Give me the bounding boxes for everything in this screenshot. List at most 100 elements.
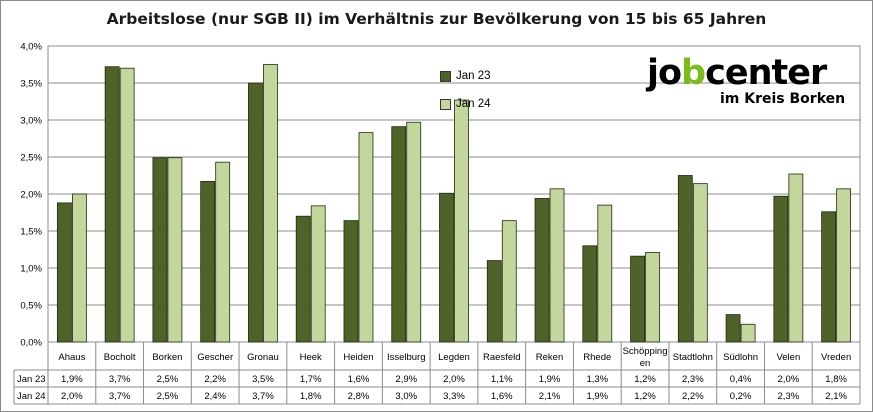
x-tick-label: Legden	[438, 352, 470, 363]
data-label-jan-23: 1,9%	[539, 374, 561, 385]
data-label-jan-24: 1,2%	[634, 391, 656, 402]
x-tick-label: Velen	[776, 352, 800, 363]
legend-item-jan-24: Jan 24	[440, 90, 491, 118]
y-tick-label: 4,0%	[20, 42, 42, 53]
data-label-jan-23: 1,8%	[825, 374, 847, 385]
bar-jan-24	[263, 64, 278, 343]
x-tick-label: Raesfeld	[483, 352, 521, 363]
y-tick-label: 0,5%	[20, 301, 42, 312]
x-tick-label: Stadtlohn	[673, 352, 713, 363]
bar-jan-24	[501, 220, 517, 343]
x-tick-label: Vreden	[821, 352, 851, 363]
data-label-jan-24: 2,5%	[157, 391, 179, 402]
x-tick-label: Südlohn	[723, 352, 758, 363]
data-label-jan-24: 0,2%	[730, 391, 752, 402]
data-label-jan-23: 1,9%	[61, 374, 83, 385]
bar-jan-23	[630, 255, 645, 343]
data-label-jan-23: 2,9%	[395, 374, 417, 385]
bar-jan-23	[391, 126, 407, 343]
data-label-jan-23: 1,7%	[300, 374, 322, 385]
data-label-jan-24: 2,0%	[61, 391, 83, 402]
x-tick-label: Reken	[536, 352, 563, 363]
data-label-jan-24: 2,3%	[778, 391, 800, 402]
data-label-jan-23: 1,6%	[348, 374, 370, 385]
data-label-jan-24: 2,4%	[204, 391, 226, 402]
y-tick-label: 2,5%	[20, 153, 42, 164]
bar-jan-24	[119, 67, 135, 343]
legend: Jan 23 Jan 24	[440, 62, 491, 118]
bar-jan-23	[343, 220, 359, 343]
bar-jan-23	[677, 175, 693, 343]
bar-jan-23	[821, 211, 837, 343]
data-label-jan-23: 2,0%	[778, 374, 800, 385]
table-row-label: Jan 24	[17, 391, 46, 402]
data-label-jan-23: 3,5%	[252, 374, 274, 385]
data-label-jan-23: 2,5%	[157, 374, 179, 385]
data-label-jan-23: 0,4%	[730, 374, 752, 385]
data-label-jan-23: 1,1%	[491, 374, 513, 385]
x-tick-label-line1: Schöpping	[623, 346, 668, 357]
data-label-jan-24: 3,0%	[395, 391, 417, 402]
bar-jan-24	[740, 323, 756, 343]
logo-subline: im Kreis Borken	[720, 91, 846, 107]
data-label-jan-24: 1,8%	[300, 391, 322, 402]
data-label-jan-23: 3,7%	[109, 374, 131, 385]
y-tick-label: 0,0%	[20, 338, 42, 349]
data-label-jan-24: 3,3%	[443, 391, 465, 402]
bar-jan-23	[773, 195, 789, 343]
table-row-label: Jan 23	[17, 374, 46, 385]
bar-jan-24	[215, 161, 231, 343]
x-tick-label: Gronau	[247, 352, 279, 363]
x-tick-label: Rhede	[583, 352, 611, 363]
bar-jan-24	[788, 173, 804, 343]
bar-jan-23	[152, 157, 168, 343]
x-tick-label: Borken	[152, 352, 182, 363]
y-tick-label: 3,0%	[20, 116, 42, 127]
x-tick-label: Bocholt	[104, 352, 136, 363]
data-label-jan-24: 2,2%	[682, 391, 704, 402]
bar-jan-24	[167, 157, 183, 343]
bar-jan-23	[439, 192, 454, 343]
x-tick-label: Isselburg	[387, 352, 426, 363]
bar-jan-23	[104, 66, 120, 343]
bar-jan-24	[645, 252, 660, 343]
bar-jan-24	[310, 205, 326, 343]
data-label-jan-24: 3,7%	[252, 391, 274, 402]
data-label-jan-23: 2,3%	[682, 374, 704, 385]
x-tick-label: Ahaus	[58, 352, 85, 363]
legend-swatch-jan-24	[440, 98, 451, 110]
bar-jan-23	[200, 181, 216, 343]
bar-jan-23	[486, 260, 502, 343]
legend-label-jan-23: Jan 23	[456, 70, 491, 82]
y-tick-label: 2,0%	[20, 190, 42, 201]
x-tick-label: Heiden	[343, 352, 373, 363]
bar-jan-24	[836, 188, 852, 343]
bar-jan-23	[534, 198, 550, 343]
legend-label-jan-24: Jan 24	[456, 98, 491, 110]
jobcenter-logo: jobcenter im Kreis Borken	[647, 54, 847, 114]
bar-jan-24	[692, 183, 708, 343]
x-tick-label-line2: en	[640, 358, 651, 369]
data-label-jan-23: 1,2%	[634, 374, 656, 385]
bar-jan-23	[248, 82, 263, 343]
bar-jan-23	[295, 215, 311, 343]
data-label-jan-24: 2,1%	[825, 391, 847, 402]
chart-title: Arbeitslose (nur SGB II) im Verhältnis z…	[106, 10, 767, 28]
data-label-jan-23: 1,3%	[586, 374, 608, 385]
data-label-jan-24: 3,7%	[109, 391, 131, 402]
bar-jan-23	[56, 202, 72, 343]
data-label-jan-24: 2,1%	[539, 391, 561, 402]
data-label-jan-23: 2,0%	[443, 374, 465, 385]
bar-jan-24	[358, 132, 374, 343]
y-tick-label: 1,5%	[20, 227, 42, 238]
data-label-jan-24: 1,9%	[586, 391, 608, 402]
bar-jan-24	[549, 188, 565, 343]
data-label-jan-23: 2,2%	[204, 374, 226, 385]
legend-item-jan-23: Jan 23	[440, 62, 491, 90]
bar-jan-23	[582, 245, 598, 343]
y-tick-label: 1,0%	[20, 264, 42, 275]
y-tick-label: 3,5%	[20, 79, 42, 90]
bar-jan-24	[406, 121, 422, 343]
